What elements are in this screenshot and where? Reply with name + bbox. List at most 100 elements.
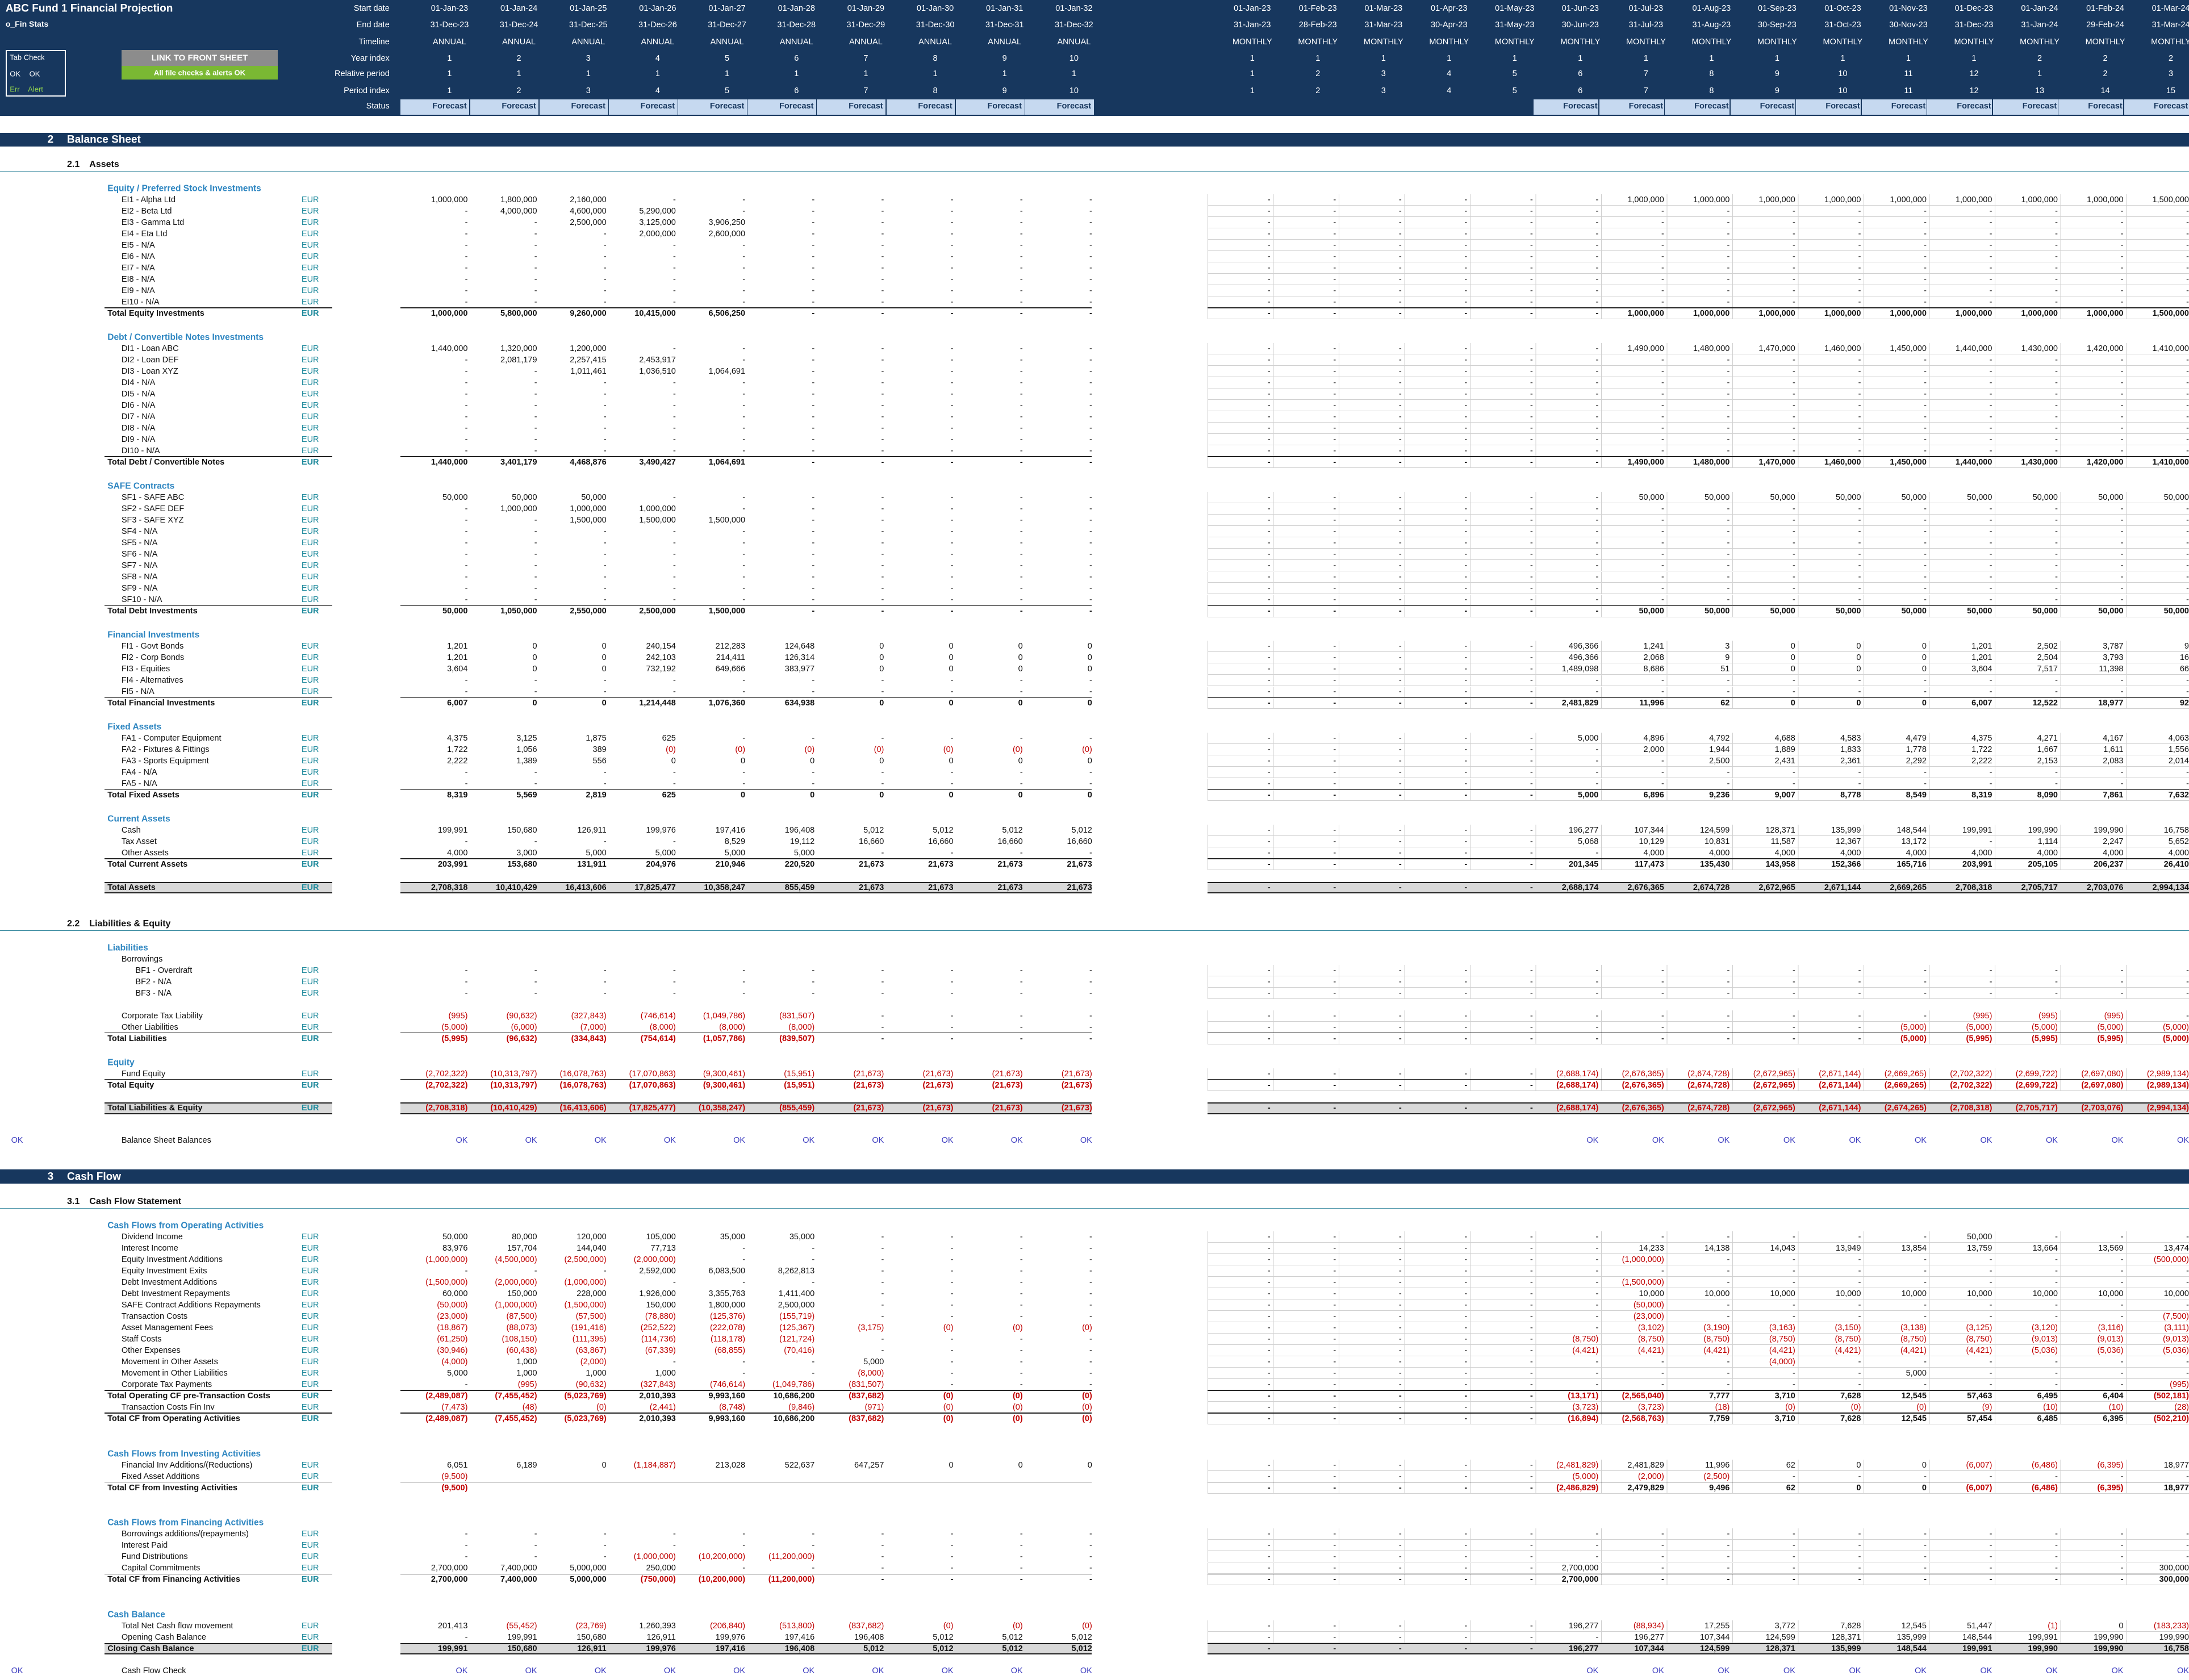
annual-value: 5,000 [725, 849, 745, 858]
annual-value: - [673, 676, 676, 685]
monthly-value: OK [1718, 1667, 1730, 1675]
annual-value: - [604, 966, 607, 975]
monthly-value: - [1530, 1278, 1533, 1287]
monthly-value: - [1333, 1369, 1336, 1378]
annual-value: - [604, 264, 607, 273]
annual-value: 2,222 [447, 757, 467, 766]
monthly-value: (5,000) [2098, 1023, 2124, 1032]
annual-value: - [951, 849, 954, 858]
monthly-value: 3,710 [1775, 1392, 1795, 1401]
annual-value: 1,260,393 [639, 1622, 676, 1631]
annual-header: 7 [863, 55, 868, 63]
monthly-value: - [1530, 1564, 1533, 1573]
annual-value: (0) [1082, 1392, 1092, 1401]
monthly-value: - [1595, 676, 1598, 685]
monthly-value: 496,366 [1569, 654, 1598, 662]
monthly-value: - [1595, 516, 1598, 525]
monthly-value: - [1924, 1012, 1927, 1020]
annual-value: 1,000,000 [639, 505, 676, 513]
monthly-value: 1,778 [1906, 746, 1927, 754]
annual-value: OK [803, 1667, 814, 1675]
monthly-value: - [2055, 1278, 2058, 1287]
monthly-value: - [1333, 367, 1336, 376]
annual-value: (9,500) [441, 1472, 467, 1481]
monthly-value: - [2055, 989, 2058, 997]
monthly-value: - [1595, 1256, 1598, 1264]
monthly-value: 50,000 [2098, 607, 2123, 616]
monthly-value: - [1793, 298, 1795, 307]
annual-value: - [1020, 424, 1023, 433]
monthly-value: - [1727, 584, 1730, 593]
annual-value: - [742, 275, 745, 284]
monthly-value: - [2186, 562, 2189, 570]
annual-value: 21,673 [1067, 860, 1092, 869]
annual-value: - [1089, 1290, 1092, 1298]
monthly-grid [1208, 1322, 2189, 1334]
monthly-value: - [2055, 379, 2058, 387]
monthly-value: - [1530, 1541, 1533, 1550]
monthly-header: 8 [1709, 86, 1714, 95]
monthly-value: 1,490,000 [1627, 345, 1664, 353]
monthly-value: 4,792 [1709, 734, 1730, 743]
monthly-value: - [2055, 413, 2058, 421]
status-cell [608, 99, 678, 115]
monthly-value: - [2186, 424, 2189, 433]
annual-value: (121,724) [779, 1335, 814, 1344]
monthly-grid [1208, 457, 2189, 469]
annual-value: 4,375 [447, 734, 467, 743]
monthly-value: - [2121, 505, 2124, 513]
annual-value: - [1089, 1530, 1092, 1539]
monthly-value: - [1530, 584, 1533, 593]
row-label: Total Net Cash flow movement [122, 1622, 233, 1631]
annual-value: 228,000 [577, 1290, 606, 1298]
annual-value: 0 [949, 665, 953, 674]
annual-header: ANNUAL [1057, 37, 1091, 46]
annual-value: - [465, 367, 468, 376]
annual-value: (17,070,863) [629, 1069, 676, 1078]
annual-value: - [1020, 562, 1023, 570]
annual-value: 10,686,200 [774, 1415, 815, 1423]
monthly-value: - [1333, 780, 1336, 788]
monthly-value: - [1793, 1232, 1795, 1241]
monthly-value: - [1727, 424, 1730, 433]
row-unit: EUR [302, 1461, 319, 1469]
annual-value: 1,440,000 [431, 458, 468, 467]
subsection-title: Liabilities & Equity [89, 919, 170, 929]
annual-value: 5,012 [1002, 1645, 1022, 1653]
monthly-value: 6,495 [2037, 1392, 2058, 1401]
annual-value: 5,000 [655, 849, 676, 858]
monthly-value: - [1858, 1553, 1861, 1561]
row-label: SF3 - SAFE XYZ [122, 516, 184, 525]
row-label: Debt Investment Additions [122, 1278, 217, 1287]
link-button[interactable] [121, 50, 278, 66]
monthly-value: 199,990 [2159, 1633, 2189, 1642]
row-unit: EUR [302, 310, 319, 318]
monthly-value: - [1924, 241, 1927, 250]
monthly-value: - [1268, 734, 1271, 743]
annual-value: (206,840) [710, 1622, 745, 1631]
annual-value: 5,000,000 [570, 1564, 607, 1573]
monthly-value: - [2186, 1369, 2189, 1378]
monthly-value: - [1333, 1403, 1336, 1412]
annual-value: (1,049,786) [703, 1012, 745, 1020]
annual-value: 0 [1018, 642, 1023, 651]
annual-value: 0 [949, 757, 953, 766]
monthly-value: - [1793, 676, 1795, 685]
monthly-value: 50,000 [2164, 607, 2189, 616]
annual-value: OK [1080, 1136, 1092, 1144]
annual-value: 0 [879, 757, 884, 766]
monthly-value: - [1727, 379, 1730, 387]
monthly-value: 300,000 [2159, 1575, 2189, 1584]
monthly-value: - [1399, 550, 1402, 559]
monthly-value: (3,111) [2164, 1324, 2189, 1332]
annual-value: - [465, 838, 468, 846]
monthly-grid [1208, 697, 2189, 709]
annual-header: Forecast [918, 102, 952, 111]
monthly-value: - [1595, 1232, 1598, 1241]
annual-value: - [951, 379, 954, 387]
row-label: DI5 - N/A [122, 390, 156, 399]
monthly-value: - [1530, 505, 1533, 513]
link-button-label[interactable]: LINK TO FRONT SHEET [152, 54, 248, 62]
monthly-value: - [1727, 1278, 1730, 1287]
monthly-value: - [1661, 1530, 1664, 1539]
